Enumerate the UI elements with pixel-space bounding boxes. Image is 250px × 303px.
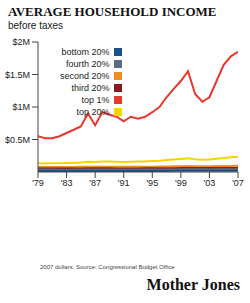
svg-text:'87: '87: [89, 178, 101, 188]
html-text:AVERAGE HOUSEHOLD INCOME: AVERAGE HOUSEHOLD INCOME: [8, 4, 217, 19]
svg-text:'83: '83: [61, 178, 73, 188]
svg-text:'07: '07: [232, 178, 242, 188]
svg-text:$0.5M: $0.5M: [8, 135, 30, 145]
html-text:bottom 20%: bottom 20%: [61, 47, 110, 57]
svg-text:'99: '99: [175, 178, 187, 188]
html-text:2007 dollars. Source: Congress: 2007 dollars. Source: Congressional Budg…: [40, 264, 175, 270]
svg-text:'95: '95: [146, 178, 158, 188]
svg-text:'79: '79: [32, 178, 44, 188]
html-text:top 20%: top 20%: [76, 107, 110, 117]
html-text:top 1%: top 1%: [81, 95, 110, 105]
svg-text:$1M: $1M: [12, 102, 30, 112]
html-text:second 20%: second 20%: [60, 71, 110, 81]
svg-text:'91: '91: [118, 178, 130, 188]
svg-text:$1.5M: $1.5M: [8, 70, 30, 80]
html-text:third 20%: third 20%: [71, 83, 110, 93]
svg-text:'03: '03: [204, 178, 216, 188]
html-text:fourth 20%: fourth 20%: [66, 59, 110, 69]
html-text:Mother Jones: Mother Jones: [146, 276, 240, 293]
html-text:before taxes: before taxes: [8, 20, 63, 31]
svg-text:$2M: $2M: [12, 37, 30, 47]
